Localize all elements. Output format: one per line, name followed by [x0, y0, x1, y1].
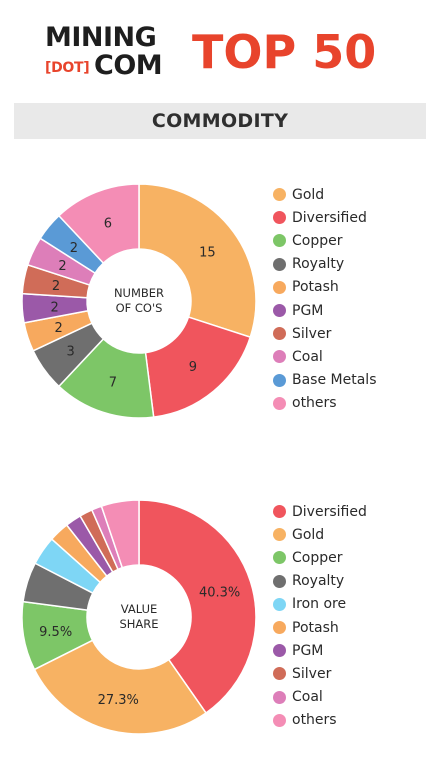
legend-item-royalty: Royalty — [273, 253, 377, 276]
legend-label: Potash — [292, 619, 339, 636]
legend-swatch — [273, 327, 286, 341]
legend-label: Silver — [292, 665, 332, 682]
section-header: COMMODITY — [14, 103, 426, 139]
legend-item-diversified: Diversified — [273, 500, 367, 523]
data-label-diversified: 40.3% — [199, 586, 240, 601]
logo-com-text: COM — [94, 50, 163, 81]
legend-label: Potash — [292, 279, 339, 296]
legend-label: Copper — [292, 549, 343, 566]
data-label-gold: 15 — [199, 245, 216, 260]
data-label-others: 6 — [104, 216, 112, 231]
legend-item-base-metals: Base Metals — [273, 369, 377, 392]
slice-gold — [138, 183, 257, 339]
slice-others — [57, 183, 140, 265]
center-label-line: OF CO'S — [116, 301, 163, 315]
data-label-royalty: 3 — [66, 345, 74, 360]
legend-item-silver: Silver — [273, 322, 377, 345]
data-label-coal: 2 — [58, 259, 66, 274]
data-label-diversified: 9 — [189, 360, 197, 375]
legend-item-copper: Copper — [273, 229, 377, 252]
number-of-companies-legend: Gold Diversified Copper Royalty Potash PGM Sil… — [273, 183, 377, 415]
legend-item-silver: Silver — [273, 662, 367, 685]
legend-swatch — [273, 350, 286, 364]
legend-label: PGM — [292, 642, 324, 659]
legend-item-potash: Potash — [273, 616, 367, 639]
legend-swatch — [273, 280, 286, 294]
logo-mining-text: MINING — [45, 22, 157, 53]
legend-item-coal: Coal — [273, 686, 367, 709]
center-label-line: VALUE — [121, 602, 158, 616]
legend-swatch — [273, 644, 286, 658]
center-label-line: NUMBER — [114, 286, 164, 300]
slice-diversified — [138, 499, 257, 714]
legend-item-others: others — [273, 709, 367, 732]
legend-swatch — [273, 597, 286, 611]
legend-item-others: others — [273, 392, 377, 415]
legend-swatch — [273, 505, 286, 519]
data-label-potash: 2 — [54, 321, 62, 336]
legend-swatch — [273, 667, 286, 681]
data-label-copper: 7 — [109, 375, 117, 390]
legend-swatch — [273, 234, 286, 248]
slice-others — [100, 499, 140, 569]
section-title: COMMODITY — [151, 110, 289, 132]
legend-label: Royalty — [292, 573, 345, 590]
legend-label: Coal — [292, 689, 323, 706]
legend-label: others — [292, 712, 337, 729]
legend-swatch — [273, 188, 286, 202]
logo-dot-text: [DOT] — [45, 60, 90, 76]
legend-label: Diversified — [292, 503, 367, 520]
legend-swatch — [273, 621, 286, 635]
legend-item-copper: Copper — [273, 546, 367, 569]
legend-swatch — [273, 528, 286, 542]
legend-label: Gold — [292, 526, 325, 543]
data-label-copper: 9.5% — [39, 625, 72, 640]
legend-item-pgm: PGM — [273, 639, 367, 662]
slice-gold — [33, 639, 208, 735]
data-label-gold: 27.3% — [98, 693, 139, 708]
legend-swatch — [273, 551, 286, 565]
center-label-line: SHARE — [119, 617, 158, 631]
legend-label: Gold — [292, 186, 325, 203]
legend-item-royalty: Royalty — [273, 570, 367, 593]
legend-swatch — [273, 713, 286, 727]
data-label-base-metals: 2 — [70, 241, 78, 256]
legend-swatch — [273, 211, 286, 225]
legend-item-gold: Gold — [273, 183, 377, 206]
legend-item-pgm: PGM — [273, 299, 377, 322]
legend-item-potash: Potash — [273, 276, 377, 299]
page-title: TOP 50 — [192, 25, 377, 79]
legend-swatch — [273, 574, 286, 588]
legend-item-diversified: Diversified — [273, 206, 377, 229]
legend-label: Base Metals — [292, 372, 377, 389]
legend-swatch — [273, 373, 286, 387]
legend-swatch — [273, 396, 286, 410]
legend-label: others — [292, 395, 337, 412]
legend-label: PGM — [292, 302, 324, 319]
legend-label: Iron ore — [292, 596, 347, 613]
legend-swatch — [273, 257, 286, 271]
legend-label: Silver — [292, 325, 332, 342]
data-label-silver: 2 — [52, 279, 60, 294]
value-share-legend: Diversified Gold Copper Royalty Iron ore Pota… — [273, 500, 367, 732]
legend-label: Coal — [292, 348, 323, 365]
mining-dot-com-top50-logo: MINING [DOT] COM TOP 50 — [0, 0, 440, 95]
legend-label: Diversified — [292, 209, 367, 226]
legend-label: Copper — [292, 232, 343, 249]
slice-diversified — [144, 316, 252, 418]
legend-label: Royalty — [292, 256, 345, 273]
data-label-pgm: 2 — [51, 300, 59, 315]
legend-swatch — [273, 690, 286, 704]
legend-item-gold: Gold — [273, 523, 367, 546]
legend-item-iron-ore: Iron ore — [273, 593, 367, 616]
legend-swatch — [273, 304, 286, 318]
legend-item-coal: Coal — [273, 345, 377, 368]
